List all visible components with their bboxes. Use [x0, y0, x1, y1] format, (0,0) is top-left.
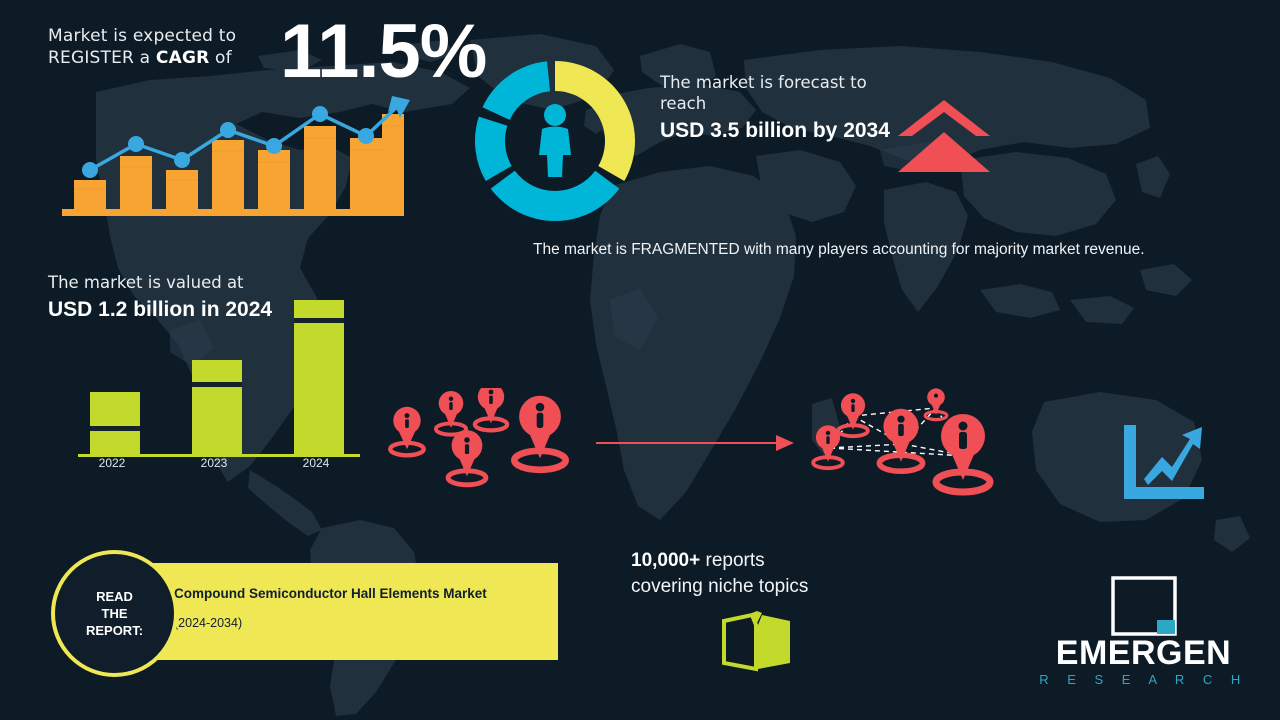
cagr-value: 11.5% [280, 9, 487, 94]
donut-segment-cyan-left [474, 116, 512, 181]
reports-stat-line2: covering niche topics [631, 576, 809, 597]
location-pin [876, 408, 926, 475]
reports-stat-block: 10,000+ reports covering niche topics [631, 548, 931, 600]
emergen-research-logo: EMERGEN R E S E A R C H [1036, 576, 1251, 701]
orange-growth-bar-chart [62, 96, 410, 216]
report-date-range: (2024-2034) [174, 616, 243, 630]
green-bar-label-2024: 2024 [302, 456, 330, 470]
valued-label: The market is valued at [48, 273, 244, 292]
audience-donut-chart [474, 61, 636, 222]
green-bar-label-2023: 2023 [200, 456, 228, 470]
read-the-report-label: READ THE REPORT: [85, 589, 144, 638]
valued-value: USD 1.2 billion in 2024 [48, 298, 273, 321]
green-chart-baseline [78, 454, 360, 457]
cagr-label-line2-post: of [209, 48, 232, 68]
trend-markers [82, 106, 374, 178]
green-bar-bands [90, 318, 344, 431]
location-pin [811, 425, 845, 471]
location-pin [932, 414, 994, 496]
donut-segment-cyan-top [482, 61, 550, 120]
reports-count-suffix: reports [700, 550, 765, 571]
orange-bars [74, 114, 404, 209]
location-pin [388, 406, 426, 458]
trend-arrow-head [388, 96, 410, 118]
logo-wordmark: EMERGEN [1055, 634, 1232, 672]
chart-baseline [62, 209, 404, 216]
blue-trend-line [89, 104, 400, 172]
scattered-location-pins [388, 388, 569, 488]
forecast-block: The market is forecast to reach USD 3.5 … [660, 72, 905, 144]
logo-square-icon [1111, 576, 1177, 636]
forecast-label: The market is forecast to reach [660, 73, 867, 113]
cagr-label-bold: CAGR [155, 48, 210, 68]
cagr-label: Market is expected to REGISTER a CAGR of [48, 25, 278, 69]
logo-subtitle: R E S E A R C H [1039, 672, 1248, 687]
location-pin [836, 393, 870, 439]
location-pin [433, 390, 469, 437]
reports-count: 10,000+ [631, 550, 701, 571]
person-icon [539, 104, 571, 177]
cagr-label-line1: Market is expected to [48, 26, 237, 46]
cagr-label-line2-pre: REGISTER a [48, 48, 156, 68]
location-pin [445, 430, 489, 488]
location-pin [923, 388, 949, 422]
location-pin [472, 388, 510, 433]
line-chart-growth-icon [1124, 425, 1204, 499]
networked-location-pins [811, 388, 994, 496]
donut-segment-cyan-bottom [490, 170, 620, 222]
rightward-arrow [596, 435, 794, 451]
green-bar-label-2022: 2022 [98, 456, 126, 470]
report-title: Compound Semiconductor Hall Elements Mar… [174, 586, 487, 601]
fragmented-market-text: The market is FRAGMENTED with many playe… [533, 241, 1145, 258]
forecast-value: USD 3.5 billion by 2034 [660, 119, 890, 142]
valued-block: The market is valued at USD 1.2 billion … [48, 272, 338, 323]
open-book-icon [722, 611, 790, 672]
reports-stat-line1: 10,000+ reports [631, 548, 931, 574]
report-banner[interactable]: Compound Semiconductor Hall Elements Mar… [148, 563, 558, 660]
green-year-bar-chart [78, 300, 360, 457]
read-the-report-button[interactable]: READ THE REPORT: [51, 550, 178, 677]
location-pin [511, 395, 569, 474]
green-bars [90, 300, 344, 454]
double-chevron-up-icon [898, 100, 990, 172]
donut-segment-yellow [555, 61, 636, 181]
